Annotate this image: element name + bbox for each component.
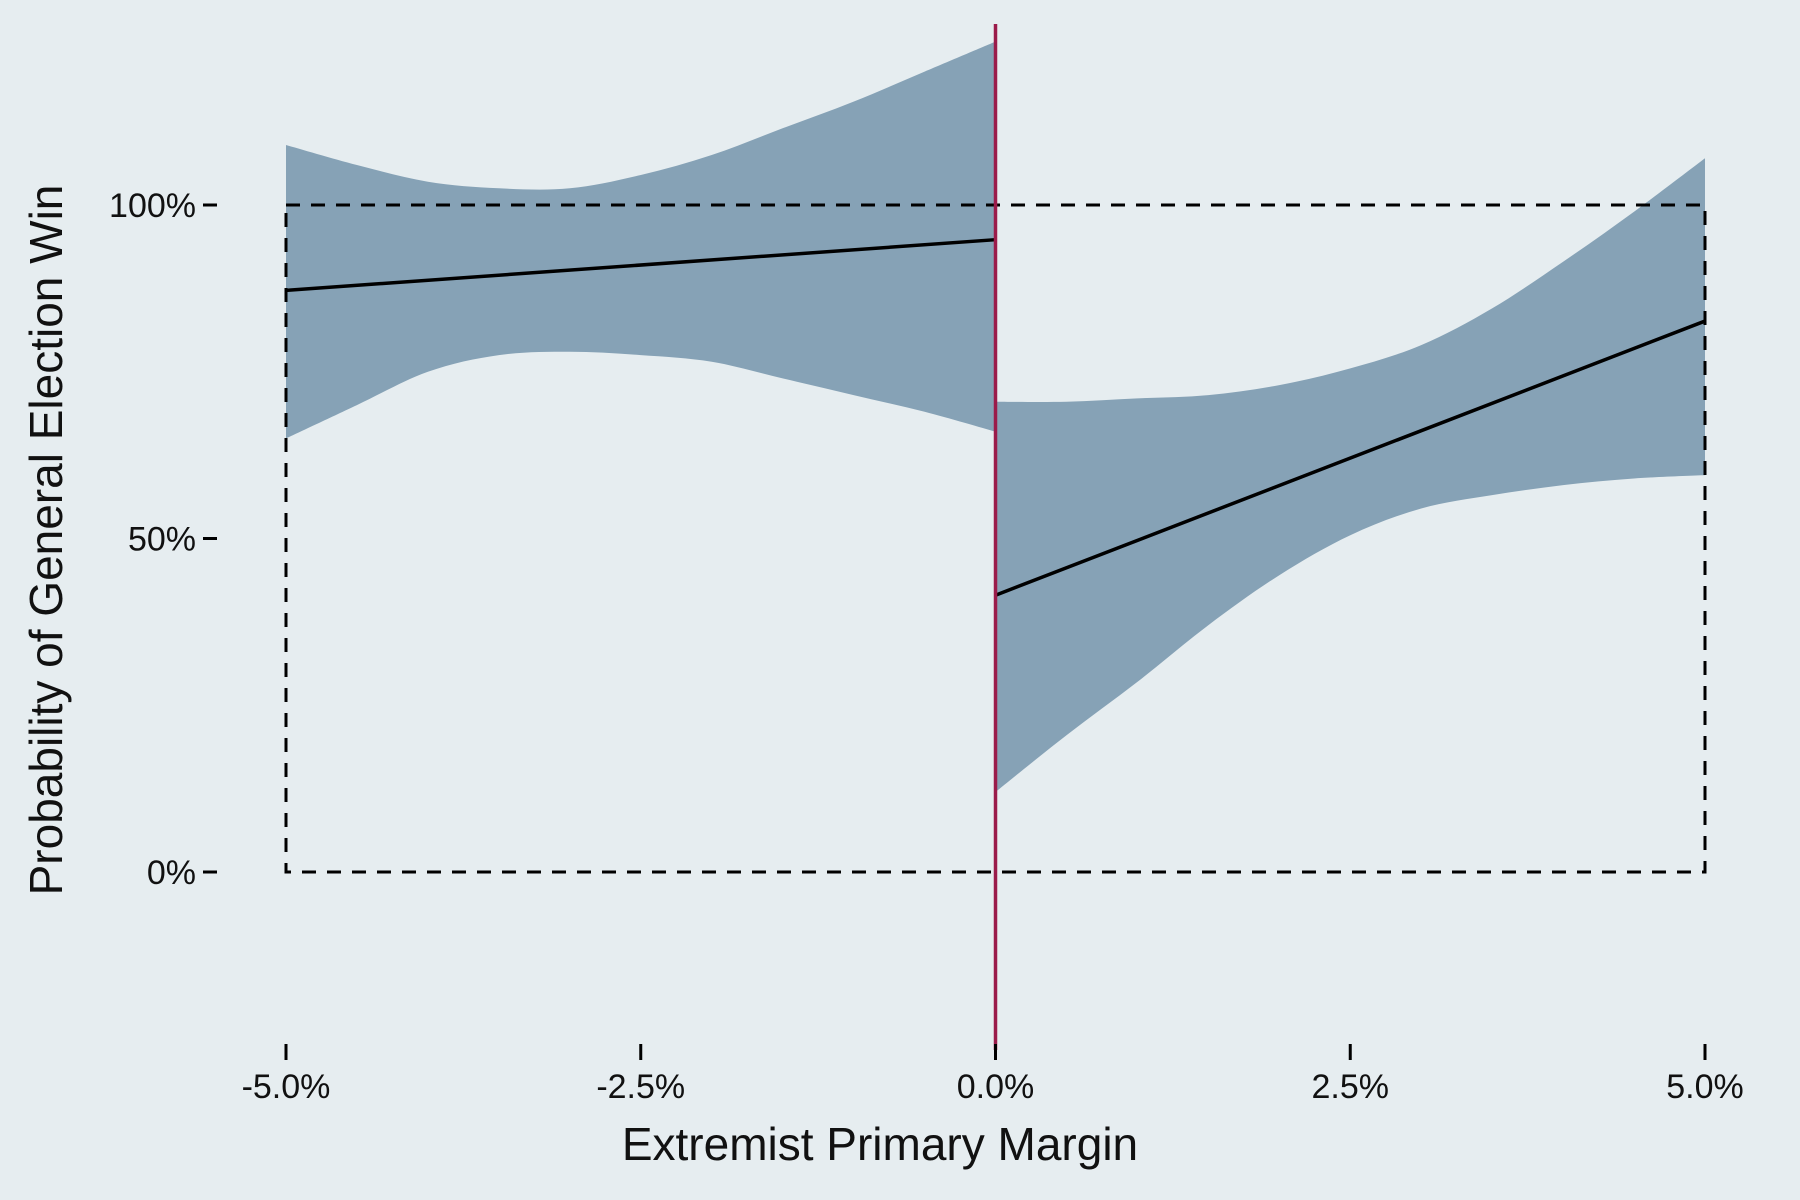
y-tick-label: 50% — [128, 521, 196, 559]
x-axis-title: Extremist Primary Margin — [622, 1118, 1138, 1170]
fit-lines — [285, 237, 1706, 597]
y-axis-title: Probability of General Election Win — [20, 185, 72, 896]
y-tick-label: 100% — [109, 187, 196, 225]
y-axis: 0% 50% 100% — [109, 187, 217, 892]
confidence-band-2 — [995, 158, 1705, 793]
fit-line-1 — [285, 237, 996, 293]
fit-line-2 — [994, 319, 1706, 597]
confidence-band-1 — [286, 41, 996, 439]
x-tick-label: 5.0% — [1666, 1068, 1744, 1106]
x-tick-label: -2.5% — [596, 1068, 685, 1106]
x-tick-label: -5.0% — [242, 1068, 331, 1106]
x-tick-label: 2.5% — [1312, 1068, 1390, 1106]
x-tick-label: 0.0% — [957, 1068, 1035, 1106]
x-axis: -5.0% -2.5% 0.0% 2.5% 5.0% — [242, 1044, 1744, 1106]
confidence-bands — [286, 41, 1705, 793]
y-tick-label: 0% — [147, 854, 196, 892]
